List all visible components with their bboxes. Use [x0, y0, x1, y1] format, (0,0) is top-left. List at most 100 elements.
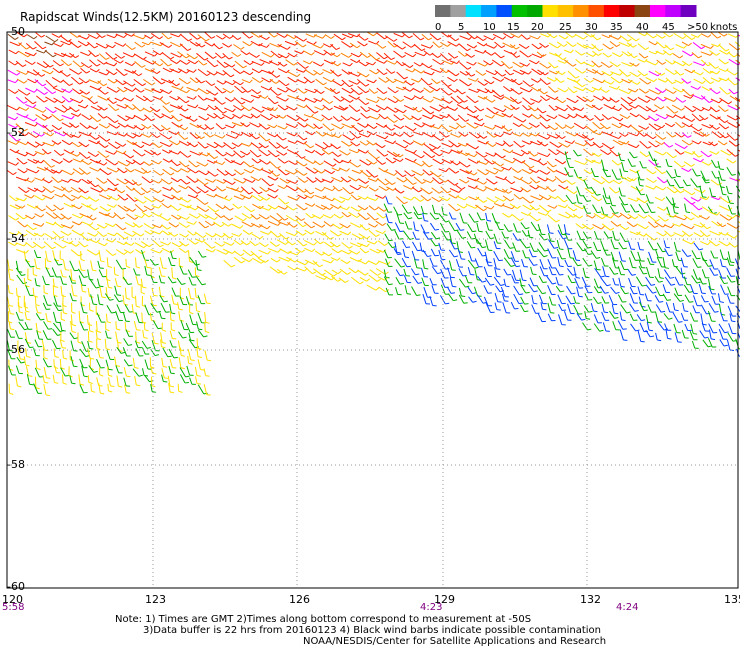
wind-barb-flag: [141, 127, 146, 131]
wind-barb: [618, 68, 628, 77]
wind-barb-flag: [167, 226, 171, 230]
wind-barb-flag: [399, 154, 404, 158]
wind-barb: [8, 60, 16, 66]
wind-barb-flag: [54, 286, 59, 288]
wind-barb-flag: [176, 83, 180, 87]
wind-barb: [72, 221, 80, 226]
wind-barb-flag: [525, 291, 530, 294]
wind-barb-flag: [67, 216, 72, 220]
wind-barb: [466, 122, 476, 129]
wind-barb-flag: [674, 110, 679, 114]
wind-barb: [477, 247, 483, 257]
wind-barb-flag: [445, 302, 450, 305]
wind-barb: [223, 61, 233, 68]
wind-barb: [547, 124, 555, 131]
wind-barb-flag: [385, 276, 390, 279]
wind-barb: [15, 204, 23, 209]
wind-barb: [198, 115, 207, 121]
wind-barb-flag: [112, 253, 117, 257]
wind-barb: [222, 42, 229, 48]
wind-barb: [69, 97, 81, 104]
wind-barb: [348, 211, 358, 218]
wind-barb: [645, 314, 649, 323]
wind-barb: [666, 213, 674, 218]
wind-barb: [413, 68, 422, 74]
wind-barb-flag: [202, 256, 207, 258]
wind-barb-flag: [715, 109, 720, 113]
wind-barb-flag: [392, 160, 397, 164]
wind-barb-flag: [248, 191, 253, 195]
wind-barb: [726, 275, 732, 283]
wind-barb-flag: [276, 165, 281, 169]
wind-barb-flag: [133, 181, 137, 186]
wind-barb: [620, 304, 628, 314]
wind-barb-flag: [248, 258, 253, 263]
wind-barb-flag: [53, 294, 58, 297]
wind-barb: [277, 104, 285, 111]
wind-barb: [348, 161, 358, 168]
wind-barb-flag: [112, 223, 117, 227]
wind-barb: [322, 259, 332, 264]
wind-barb-flag: [62, 53, 67, 58]
wind-barb-flag: [53, 170, 58, 174]
wind-barb-flag: [194, 144, 199, 148]
wind-barb: [239, 150, 248, 156]
wind-barb-flag: [58, 263, 63, 266]
wind-barb: [681, 88, 691, 97]
wind-barb: [548, 239, 555, 249]
wind-barb-flag: [718, 231, 723, 236]
wind-barb: [133, 78, 143, 87]
wind-barb-flag: [89, 96, 93, 100]
wind-barb: [672, 302, 676, 311]
wind-barb-flag: [256, 216, 261, 220]
wind-barb: [557, 224, 563, 235]
wind-barb: [477, 80, 485, 86]
wind-barb-flag: [571, 182, 576, 185]
wind-barb-flag: [310, 145, 315, 149]
wind-barb: [51, 140, 59, 145]
wind-barb-flag: [474, 125, 479, 129]
wind-barb: [646, 202, 652, 213]
wind-barb-flag: [337, 270, 342, 275]
wind-barb-flag: [41, 189, 46, 193]
wind-barb: [61, 169, 72, 176]
wind-barb-flag: [336, 257, 341, 261]
wind-barb: [565, 130, 576, 137]
wind-barb: [368, 52, 377, 61]
wind-barb: [646, 168, 654, 175]
wind-barb-flag: [15, 217, 20, 221]
wind-barb: [268, 169, 277, 177]
wind-barb: [207, 104, 215, 111]
wind-barb-flag: [455, 125, 459, 130]
wind-barb: [493, 94, 502, 100]
wind-barb: [522, 104, 529, 111]
wind-barb: [457, 142, 466, 147]
wind-barb: [114, 278, 118, 287]
wind-barb: [251, 106, 262, 113]
wind-barb: [87, 151, 96, 157]
wind-barb: [503, 140, 510, 147]
wind-barb-flag: [535, 207, 540, 211]
wind-barb-flag: [601, 226, 605, 230]
wind-barb-flag: [211, 36, 216, 39]
wind-barb: [80, 302, 84, 313]
wind-barb: [430, 67, 441, 73]
wind-barb: [159, 257, 164, 269]
wind-barb-flag: [645, 126, 650, 130]
wind-barb-flag: [530, 102, 535, 105]
wind-barb: [591, 152, 599, 157]
wind-barb-flag: [505, 285, 510, 288]
wind-barb: [412, 131, 422, 136]
wind-barb: [700, 33, 709, 38]
wind-barb-flag: [141, 44, 146, 48]
wind-barb: [440, 284, 446, 295]
wind-barb: [314, 250, 322, 256]
wind-barb: [519, 238, 527, 249]
wind-barb-flag: [492, 143, 497, 147]
wind-barb: [152, 123, 161, 132]
wind-barb: [7, 305, 11, 314]
wind-barb: [15, 60, 23, 67]
wind-barb-flag: [149, 142, 154, 146]
wind-barb-flag: [401, 54, 406, 58]
wind-barb: [476, 238, 483, 248]
